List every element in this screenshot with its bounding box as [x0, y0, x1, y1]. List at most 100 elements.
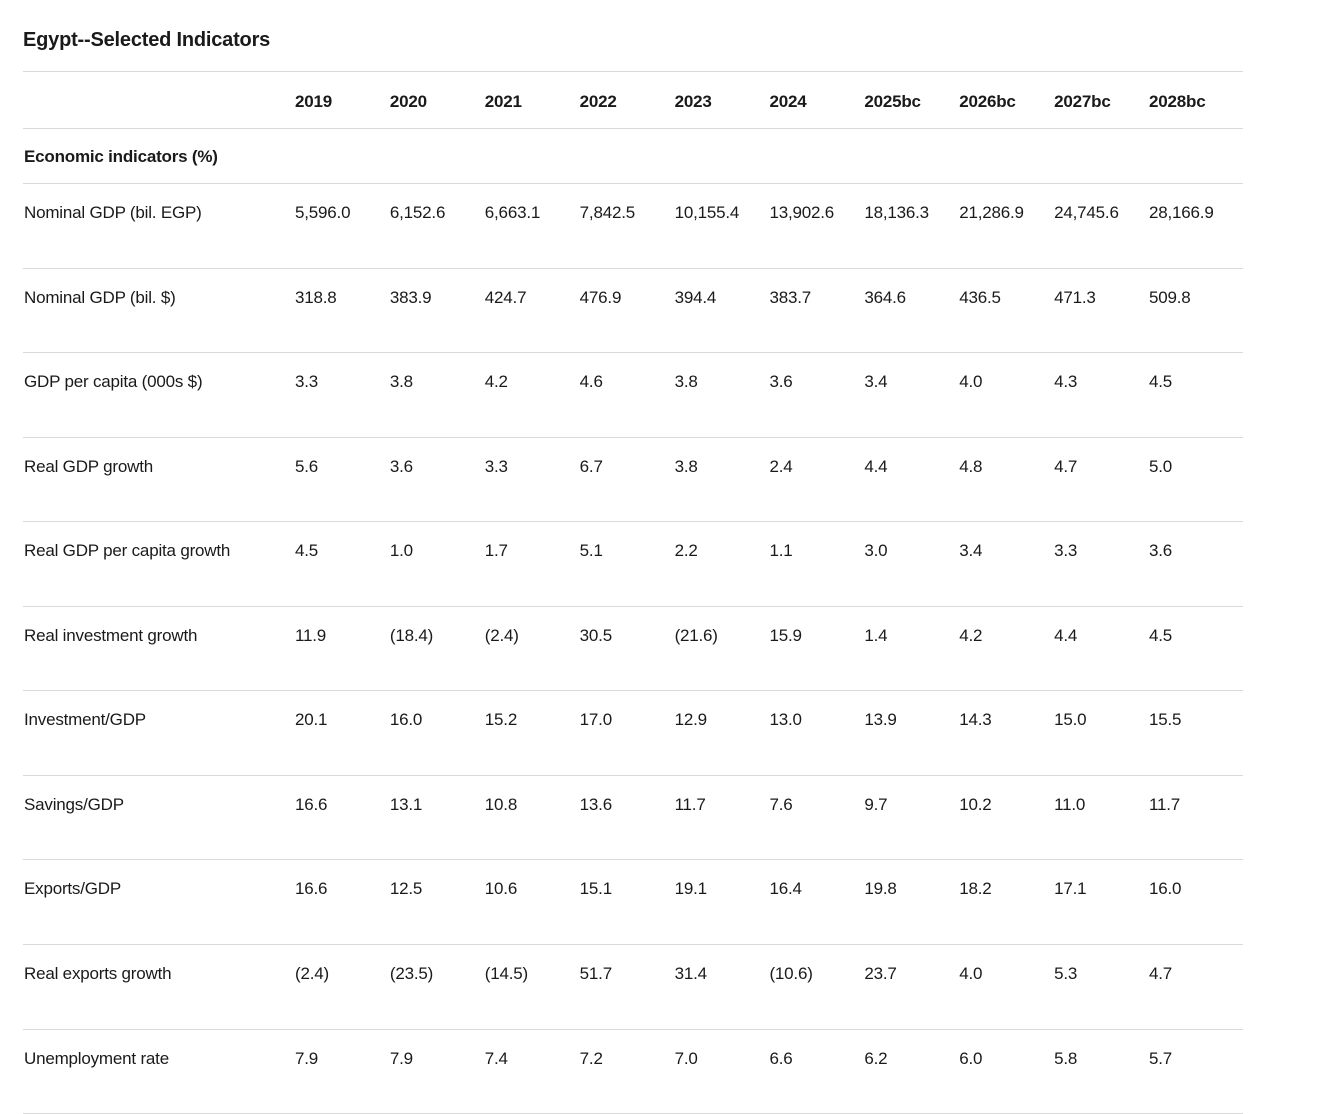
cell-value: 19.1 [673, 859, 769, 946]
cell-value: 3.0 [863, 521, 959, 607]
cell-value: 383.7 [768, 268, 864, 354]
cell-value: 13.1 [388, 775, 484, 861]
column-header-2027bc: 2027bc [1053, 71, 1149, 129]
cell-value: 12.5 [388, 859, 484, 946]
cell-value: 471.3 [1053, 268, 1149, 354]
cell-value: 3.3 [294, 352, 389, 438]
cell-value: 15.1 [578, 859, 674, 946]
cell-value: 5.6 [294, 437, 389, 523]
cell-value: 13.6 [578, 775, 674, 861]
cell-value: 5.8 [1053, 1029, 1149, 1114]
cell-value: 4.5 [294, 521, 389, 607]
cell-value: 15.9 [768, 606, 864, 692]
cell-value: 7.9 [294, 1029, 389, 1114]
table-container: Egypt--Selected Indicators 2019 2020 2021 2… [23, 0, 1243, 1114]
cell-value: 21,286.9 [958, 183, 1054, 269]
cell-value: 23.7 [863, 944, 959, 1030]
cell-value: 4.0 [958, 944, 1054, 1030]
cell-value: 3.4 [863, 352, 959, 438]
column-header-2023: 2023 [673, 71, 769, 129]
cell-value: (2.4) [483, 606, 579, 692]
cell-value: 3.6 [388, 437, 484, 523]
cell-value: 51.7 [578, 944, 674, 1030]
cell-value: 4.7 [1148, 944, 1243, 1030]
cell-value: 13,902.6 [768, 183, 864, 269]
cell-value: 4.4 [1053, 606, 1149, 692]
table-row: Nominal GDP (bil. EGP) 5,596.0 6,152.6 6,66… [23, 183, 1243, 269]
cell-value: 13.9 [863, 690, 959, 776]
cell-value: 1.1 [768, 521, 864, 607]
section-header-label: Economic indicators (%) [23, 128, 1243, 185]
cell-value: 2.2 [673, 521, 769, 607]
cell-value: 509.8 [1148, 268, 1243, 354]
cell-value: 3.8 [673, 352, 769, 438]
cell-value: 6.6 [768, 1029, 864, 1114]
cell-value: 24,745.6 [1053, 183, 1149, 269]
cell-value: 12.9 [673, 690, 769, 776]
column-header-2025bc: 2025bc [863, 71, 959, 129]
cell-value: 16.0 [388, 690, 484, 776]
cell-value: 15.0 [1053, 690, 1149, 776]
cell-value: 3.6 [1148, 521, 1243, 607]
cell-value: 30.5 [578, 606, 674, 692]
cell-value: 4.6 [578, 352, 674, 438]
cell-value: 3.4 [958, 521, 1054, 607]
cell-value: 7.4 [483, 1029, 579, 1114]
cell-value: 383.9 [388, 268, 484, 354]
row-label: Exports/GDP [23, 859, 294, 946]
cell-value: 4.5 [1148, 606, 1243, 692]
cell-value: 476.9 [578, 268, 674, 354]
table-header-row: 2019 2020 2021 2022 2023 2024 2025bc 2026bc 2027… [23, 71, 1243, 129]
row-label: Real exports growth [23, 944, 294, 1030]
indicators-table: 2019 2020 2021 2022 2023 2024 2025bc 2026bc 2027… [23, 71, 1243, 1114]
row-label: Real investment growth [23, 606, 294, 692]
row-label: GDP per capita (000s $) [23, 352, 294, 438]
cell-value: 5,596.0 [294, 183, 389, 269]
cell-value: 5.0 [1148, 437, 1243, 523]
cell-value: 14.3 [958, 690, 1054, 776]
cell-value: 6.0 [958, 1029, 1054, 1114]
cell-value: 13.0 [768, 690, 864, 776]
cell-value: 10,155.4 [673, 183, 769, 269]
cell-value: 6.7 [578, 437, 674, 523]
column-header-2022: 2022 [578, 71, 674, 129]
row-label: Savings/GDP [23, 775, 294, 861]
cell-value: 16.4 [768, 859, 864, 946]
row-label: Investment/GDP [23, 690, 294, 776]
cell-value: 7,842.5 [578, 183, 674, 269]
table-row: Real GDP growth 5.6 3.6 3.3 6.7 3.8 2.4 4.4 4.8 4… [23, 437, 1243, 523]
table-row: GDP per capita (000s $) 3.3 3.8 4.2 4.6 3.8 3.… [23, 352, 1243, 438]
cell-value: 10.8 [483, 775, 579, 861]
cell-value: 9.7 [863, 775, 959, 861]
table-row: Nominal GDP (bil. $) 318.8 383.9 424.7 476.9… [23, 268, 1243, 354]
cell-value: 4.4 [863, 437, 959, 523]
cell-value: 19.8 [863, 859, 959, 946]
table-row: Investment/GDP 20.1 16.0 15.2 17.0 12.9 13.0 13… [23, 690, 1243, 776]
table-row: Savings/GDP 16.6 13.1 10.8 13.6 11.7 7.6 9.7 10.… [23, 775, 1243, 861]
cell-value: 18,136.3 [863, 183, 959, 269]
column-header-2020: 2020 [388, 71, 484, 129]
column-header-2024: 2024 [768, 71, 864, 129]
table-row: Real investment growth 11.9 (18.4) (2.4) 30.… [23, 606, 1243, 692]
cell-value: 1.0 [388, 521, 484, 607]
cell-value: 20.1 [294, 690, 389, 776]
cell-value: 3.8 [673, 437, 769, 523]
cell-value: (14.5) [483, 944, 579, 1030]
cell-value: 4.3 [1053, 352, 1149, 438]
cell-value: 5.1 [578, 521, 674, 607]
page-title: Egypt--Selected Indicators [23, 29, 271, 51]
cell-value: 16.6 [294, 859, 389, 946]
row-label: Unemployment rate [23, 1029, 294, 1114]
cell-value: 28,166.9 [1148, 183, 1243, 269]
row-label: Real GDP per capita growth [23, 521, 294, 607]
cell-value: 4.2 [483, 352, 579, 438]
table-row: Unemployment rate 7.9 7.9 7.4 7.2 7.0 6.6 6.2 6.… [23, 1029, 1243, 1114]
cell-value: 6.2 [863, 1029, 959, 1114]
cell-value: 1.4 [863, 606, 959, 692]
table-row: Real exports growth (2.4) (23.5) (14.5) 51.7… [23, 944, 1243, 1030]
cell-value: 11.0 [1053, 775, 1149, 861]
cell-value: 18.2 [958, 859, 1054, 946]
cell-value: 7.6 [768, 775, 864, 861]
cell-value: 4.7 [1053, 437, 1149, 523]
cell-value: 4.5 [1148, 352, 1243, 438]
